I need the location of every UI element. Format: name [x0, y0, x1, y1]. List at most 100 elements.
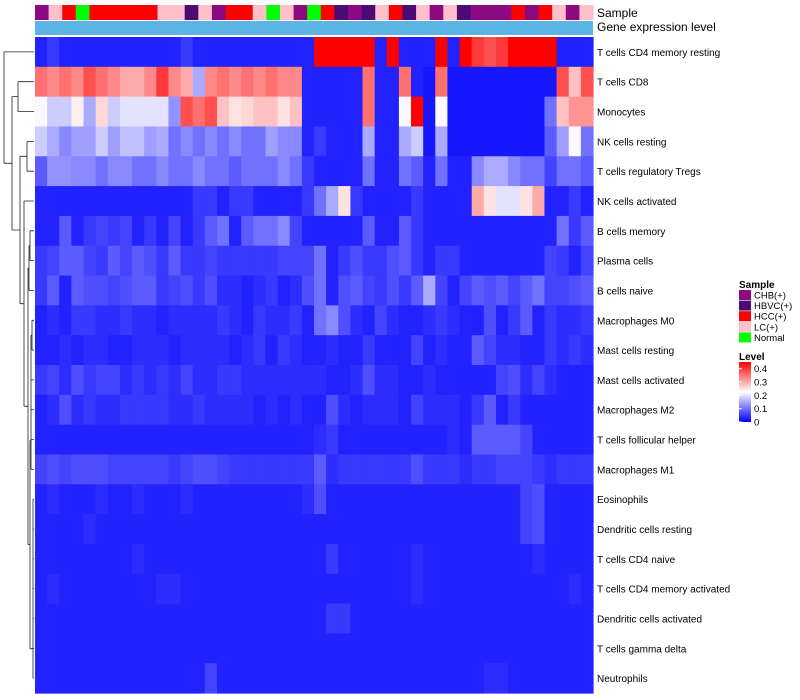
- heatmap-cell: [107, 37, 121, 68]
- heatmap-cell: [180, 394, 194, 426]
- heatmap-cell: [35, 365, 48, 396]
- heatmap-cell: [216, 245, 230, 277]
- heatmap-cell: [532, 126, 546, 157]
- heatmap-cell: [556, 66, 570, 98]
- heatmap-cell: [204, 603, 218, 634]
- heatmap-cell: [326, 186, 339, 217]
- heatmap-cell: [168, 454, 182, 485]
- annotation-label-sample: Sample: [597, 6, 638, 20]
- heatmap-cell: [314, 394, 327, 426]
- heatmap-cell: [180, 126, 194, 157]
- heatmap-cell: [447, 365, 461, 396]
- heatmap-cell: [83, 275, 97, 306]
- heatmap-cell: [35, 275, 48, 306]
- heatmap-cell: [447, 454, 461, 485]
- heatmap-cell: [362, 633, 376, 664]
- heatmap-cell: [265, 186, 279, 217]
- heatmap-cell: [192, 603, 206, 634]
- heatmap-cell: [168, 633, 182, 664]
- heatmap-cell: [253, 335, 267, 366]
- heatmap-cell: [495, 215, 509, 247]
- heatmap-cell: [350, 484, 364, 515]
- heatmap-cell: [301, 394, 315, 426]
- heatmap-cell: [495, 514, 509, 545]
- heatmap-cell: [95, 305, 109, 336]
- heatmap-cell: [229, 633, 242, 664]
- heatmap-cell: [156, 126, 170, 157]
- heatmap-cell: [253, 484, 267, 515]
- heatmap-cell: [132, 37, 145, 68]
- heatmap-cell: [520, 365, 533, 396]
- heatmap-cell: [568, 186, 582, 217]
- heatmap-cell: [35, 96, 48, 128]
- heatmap-cell: [508, 454, 521, 485]
- heatmap-cell: [119, 96, 133, 128]
- heatmap-cell: [83, 394, 97, 426]
- heatmap-cell: [241, 514, 254, 545]
- heatmap-cell: [289, 633, 303, 664]
- heatmap-cell: [229, 126, 242, 157]
- heatmap-cell: [350, 573, 364, 605]
- heatmap-cell: [362, 454, 376, 485]
- colorbar-tick-label: 0.3: [754, 378, 767, 389]
- heatmap-cell: [495, 484, 509, 515]
- heatmap-cell: [71, 484, 85, 515]
- heatmap-cell: [95, 394, 109, 426]
- heatmap-cell: [289, 454, 303, 485]
- heatmap-cell: [277, 484, 291, 515]
- heatmap-cell: [459, 573, 473, 605]
- heatmap-cell: [156, 484, 170, 515]
- heatmap-cell: [301, 365, 315, 396]
- heatmap-cell: [568, 514, 582, 545]
- heatmap-cell: [180, 215, 194, 247]
- heatmap-cell: [59, 573, 72, 605]
- heatmap-cell: [520, 454, 533, 485]
- row-label: Plasma cells: [597, 257, 653, 268]
- heatmap-cell: [495, 663, 509, 694]
- heatmap-cell: [216, 215, 230, 247]
- heatmap-cell: [277, 156, 291, 187]
- heatmap-cell: [156, 514, 170, 545]
- heatmap-cell: [398, 96, 412, 128]
- heatmap-cell: [338, 424, 351, 456]
- heatmap-cell: [229, 275, 242, 306]
- heatmap-cell: [192, 96, 206, 128]
- heatmap-cell: [374, 37, 388, 68]
- heatmap-cell: [95, 365, 109, 396]
- heatmap-cell: [265, 305, 279, 336]
- heatmap-cell: [192, 663, 206, 694]
- heatmap-cell: [253, 424, 267, 456]
- heatmap-cell: [216, 633, 230, 664]
- heatmap-cell: [253, 275, 267, 306]
- heatmap-cell: [71, 454, 85, 485]
- heatmap-cell: [314, 126, 327, 157]
- heatmap-cell: [144, 305, 157, 336]
- heatmap-cell: [59, 633, 72, 664]
- heatmap-cell: [168, 394, 182, 426]
- heatmap-cell: [338, 603, 351, 634]
- heatmap-cell: [119, 126, 133, 157]
- heatmap-cell: [35, 573, 48, 605]
- sample-annotation-cell: [565, 5, 580, 20]
- heatmap-cell: [119, 424, 133, 456]
- heatmap-cell: [216, 514, 230, 545]
- heatmap-cell: [301, 156, 315, 187]
- heatmap-cell: [265, 245, 279, 277]
- heatmap-cell: [59, 454, 72, 485]
- heatmap-cell: [59, 484, 72, 515]
- heatmap-cell: [289, 66, 303, 98]
- heatmap-cell: [241, 245, 254, 277]
- sample-annotation-cell: [171, 5, 186, 20]
- heatmap-cell: [495, 66, 509, 98]
- heatmap-cell: [398, 37, 412, 68]
- heatmap-cell: [314, 186, 327, 217]
- sample-annotation-cell: [35, 5, 50, 20]
- heatmap-cell: [350, 514, 364, 545]
- sample-legend-label: HBVC(+): [754, 301, 792, 312]
- heatmap-cell: [580, 156, 594, 187]
- level-colorbar: Level 0 0.1 0.2 0.3 0.4: [739, 352, 767, 429]
- heatmap-cell: [289, 186, 303, 217]
- heatmap-cell: [71, 335, 85, 366]
- heatmap-cell: [119, 543, 133, 575]
- heatmap-cell: [277, 454, 291, 485]
